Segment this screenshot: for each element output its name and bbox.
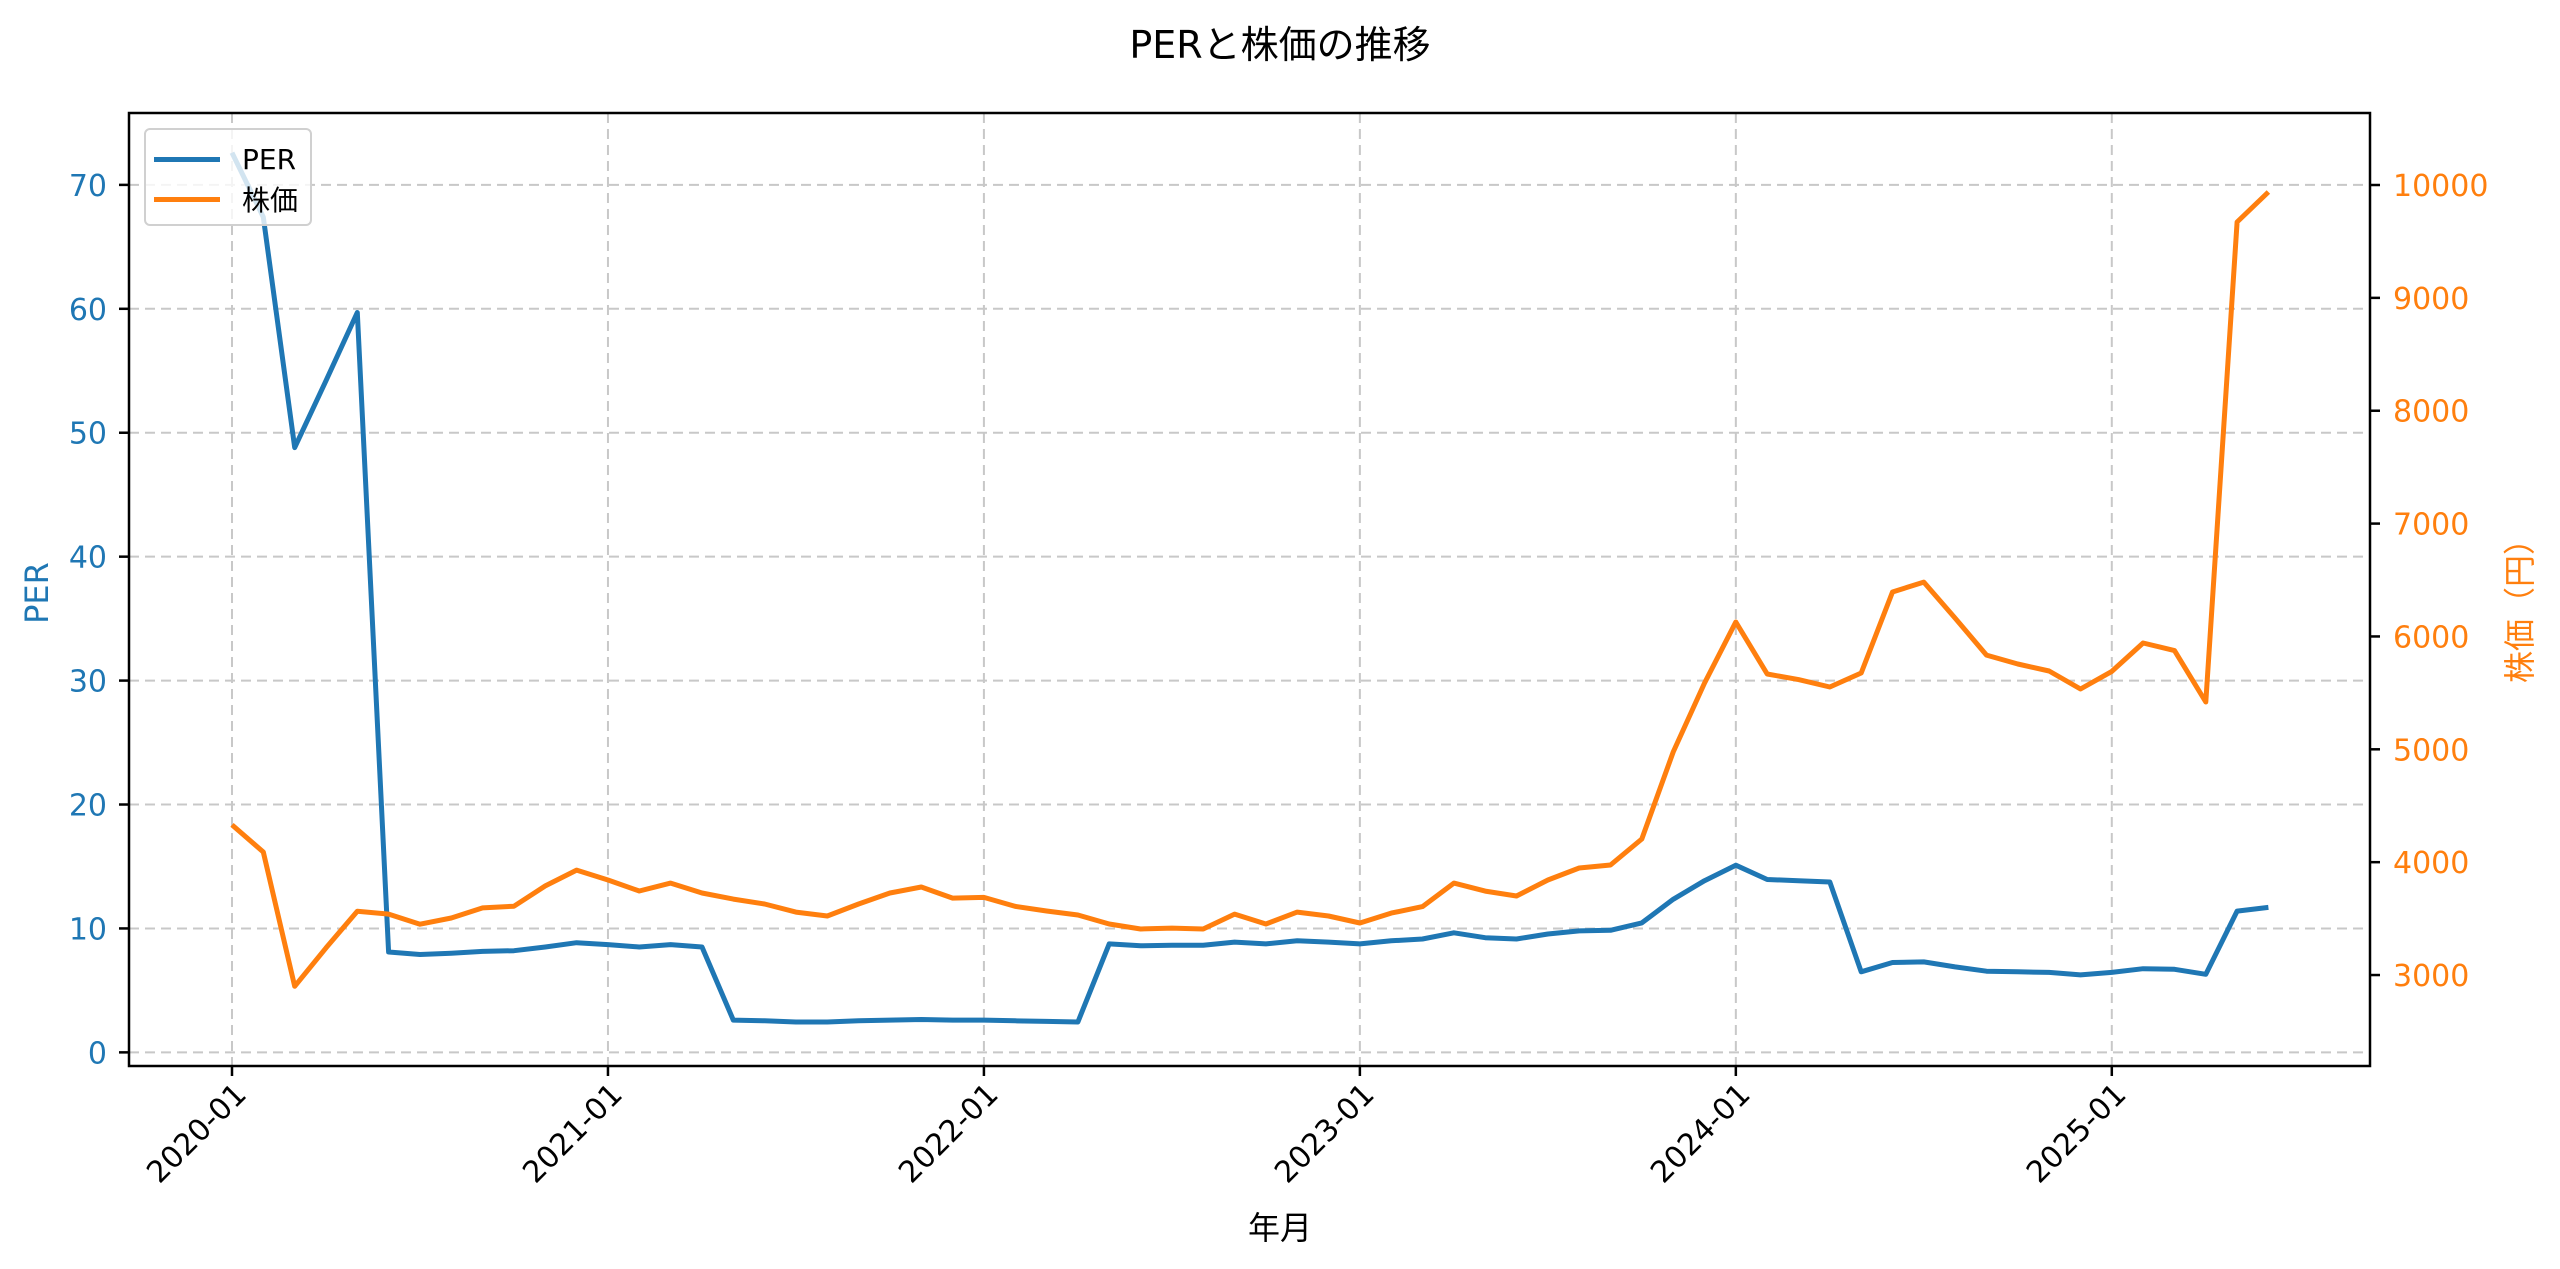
legend-swatch-price-line-icon: [154, 196, 220, 202]
legend-item-per: PER: [154, 142, 296, 176]
legend-swatch-per-line-icon: [154, 156, 220, 162]
left-y-tick-label: 40: [69, 541, 107, 576]
right-y-tick-label: 5000: [2393, 733, 2469, 768]
x-tick-label: 2022-01: [892, 1077, 1005, 1190]
right-y-axis: 3000 4000 5000 6000 7000 8000 9000 10000: [2370, 169, 2488, 994]
right-y-tick-label: 3000: [2393, 959, 2469, 994]
right-y-tick-label: 9000: [2393, 282, 2469, 317]
right-y-tick-label: 6000: [2393, 620, 2469, 655]
left-y-axis: 0 10 20 30 40 50 60 70: [69, 169, 129, 1071]
x-tick-label: 2025-01: [2020, 1077, 2133, 1190]
series-lines: [229, 151, 2271, 1025]
left-y-tick-label: 0: [88, 1036, 107, 1071]
left-y-tick-label: 20: [69, 789, 107, 824]
x-tick-label: 2020-01: [140, 1077, 253, 1190]
left-y-tick-label: 30: [69, 665, 107, 700]
left-y-tick-label: 60: [69, 293, 107, 328]
legend-label-price: 株価: [242, 184, 299, 217]
right-y-tick-label: 4000: [2393, 846, 2469, 881]
left-y-tick-label: 50: [69, 417, 107, 452]
grid-lines: [129, 113, 2370, 1066]
series-line-per: [229, 151, 2269, 1025]
right-y-tick-label: 10000: [2393, 169, 2488, 204]
legend-item-price: 株価: [154, 182, 299, 217]
left-y-tick-label: 70: [69, 169, 107, 204]
right-y-axis-label: 株価（円）: [2501, 522, 2539, 684]
legend-label-per: PER: [242, 142, 297, 176]
right-y-tick-label: 8000: [2393, 395, 2469, 430]
series-line-price: [230, 190, 2271, 989]
x-tick-label: 2024-01: [1644, 1077, 1757, 1190]
left-y-axis-label: PER: [18, 562, 56, 624]
left-y-tick-label: 10: [69, 912, 107, 947]
x-tick-label: 2021-01: [516, 1077, 629, 1190]
right-y-tick-label: 7000: [2393, 508, 2469, 543]
x-axis-label: 年月: [1247, 1209, 1312, 1247]
plot-area-frame: [127, 111, 2372, 1068]
x-tick-label: 2023-01: [1268, 1077, 1381, 1190]
x-axis: 2020-01 2021-01 2022-01 2023-01 2024-01 2025-…: [140, 1066, 2133, 1190]
chart-title: PERと株価の推移: [1129, 23, 1431, 67]
legend: PER 株価: [144, 128, 312, 226]
